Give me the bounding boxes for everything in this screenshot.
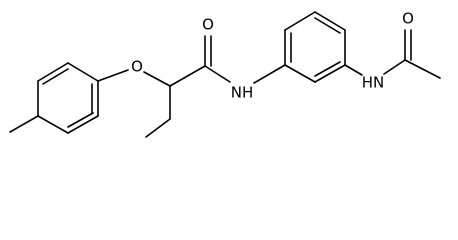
- bond: [67, 112, 94, 128]
- atom-label: NH: [231, 84, 254, 102]
- bond: [314, 64, 346, 83]
- bond: [284, 11, 316, 31]
- bond: [9, 115, 39, 133]
- bond: [204, 65, 231, 83]
- bond: [67, 62, 99, 82]
- bond: [42, 68, 69, 85]
- bonds: [9, 11, 441, 138]
- bond: [314, 17, 341, 34]
- bond: [169, 65, 206, 87]
- bond: [314, 11, 346, 31]
- atom-label: HN: [362, 74, 385, 92]
- bond: [314, 61, 341, 77]
- bond: [145, 118, 171, 138]
- structure-diagram: O O NH HN O: [9, 10, 441, 138]
- page: O O NH HN O (() => { const data = JSON.p…: [9, 9, 441, 138]
- bond: [67, 115, 99, 134]
- bond: [344, 64, 363, 76]
- bond: [404, 59, 441, 79]
- bond: [37, 115, 69, 134]
- bond: [97, 69, 129, 82]
- bond: [284, 64, 316, 83]
- bond: [253, 64, 286, 84]
- bond: [37, 62, 69, 82]
- atom-label: O: [402, 10, 414, 28]
- bond: [383, 59, 406, 75]
- bond: [143, 71, 171, 87]
- atom-label: O: [131, 58, 143, 76]
- atom-label: O: [202, 16, 214, 34]
